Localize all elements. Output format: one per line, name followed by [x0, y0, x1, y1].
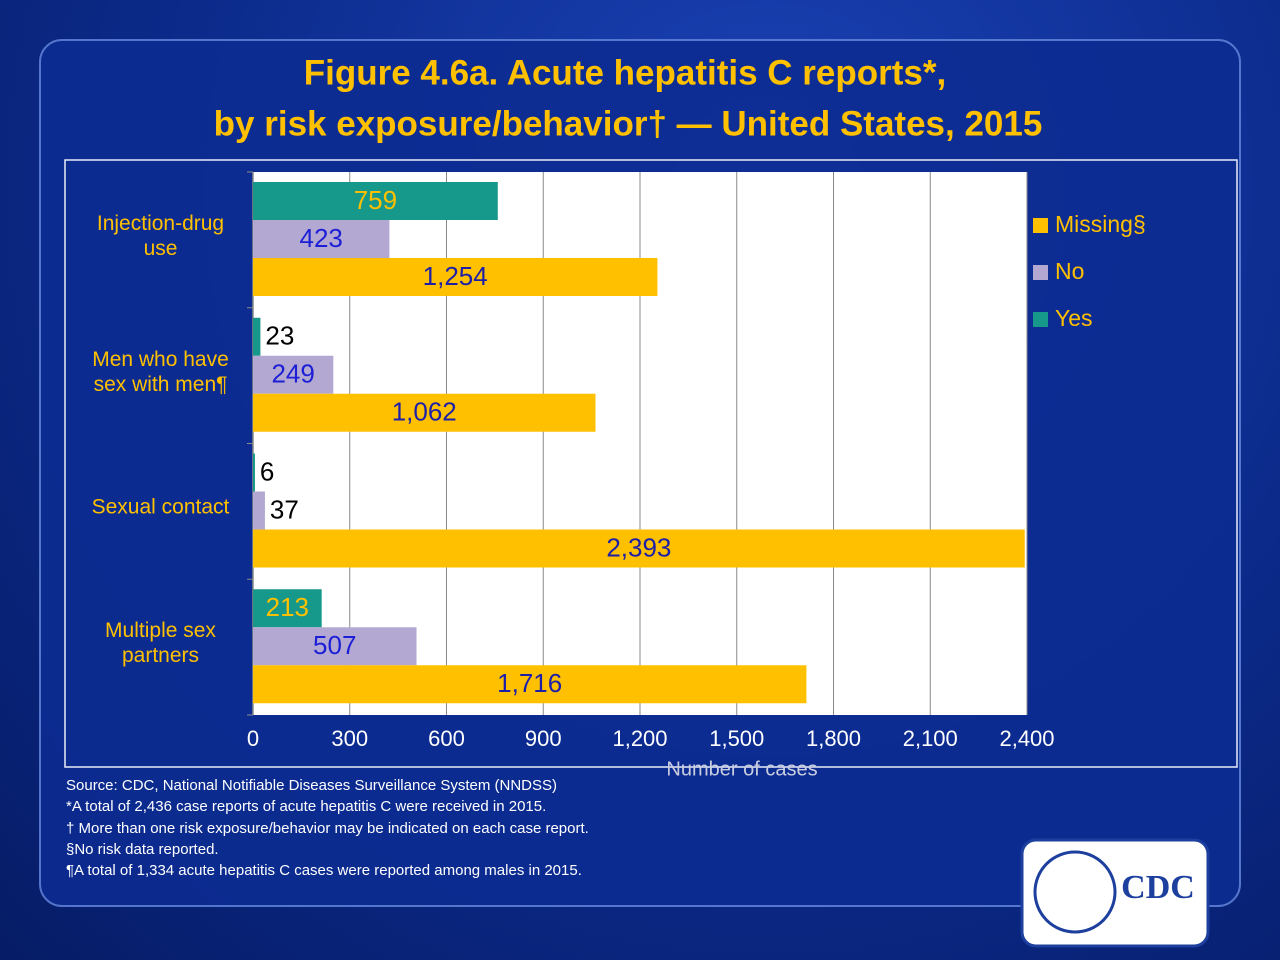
x-tick-label: 1,500: [709, 726, 764, 751]
data-label: 423: [300, 223, 343, 253]
x-tick-label: 900: [525, 726, 562, 751]
bar: [253, 393, 596, 432]
data-label: 759: [354, 185, 397, 215]
x-tick-label: 2,100: [903, 726, 958, 751]
bar: [253, 627, 417, 666]
data-label: 23: [265, 321, 294, 351]
chart-frame: [64, 159, 1238, 768]
x-tick-label: 0: [247, 726, 259, 751]
chart-subtitle: by risk exposure/behavior† — United Stat…: [214, 104, 1043, 143]
x-tick-label: 2,400: [999, 726, 1054, 751]
logo-text: CDC: [1121, 869, 1195, 906]
category-label: Multiple sex partners: [105, 619, 216, 668]
data-label: 249: [271, 359, 314, 389]
data-label: 1,716: [497, 668, 562, 698]
data-label: 6: [260, 456, 274, 486]
data-label: 37: [270, 494, 299, 524]
bar: [253, 182, 498, 220]
bar: [253, 220, 390, 258]
footnote: Source: CDC, National Notifiable Disease…: [66, 777, 558, 794]
x-tick-label: 1,800: [806, 726, 861, 751]
legend-swatch: [1033, 218, 1048, 233]
legend-label: Yes: [1055, 305, 1093, 331]
footnote: † More than one risk exposure/behavior m…: [66, 819, 589, 837]
category-label: Men who have sex with men¶: [92, 347, 229, 396]
legend-swatch: [1033, 312, 1048, 327]
x-axis-title: Number of cases: [666, 758, 817, 780]
legend-label: No: [1055, 258, 1084, 284]
data-label: 1,062: [392, 397, 457, 427]
category-label: Sexual contact: [91, 495, 230, 519]
bar: [253, 258, 658, 296]
legend-swatch: [1033, 265, 1048, 280]
data-label: 213: [266, 592, 309, 622]
x-tick-label: 600: [428, 726, 465, 751]
legend-label: Missing§: [1055, 211, 1146, 237]
data-label: 507: [313, 630, 356, 660]
logo-seal: [1033, 850, 1117, 934]
data-label: 2,393: [606, 532, 671, 562]
bar: [253, 665, 807, 704]
x-tick-label: 1,200: [612, 726, 667, 751]
footnote: ¶A total of 1,334 acute hepatitis C case…: [66, 862, 582, 880]
x-tick-label: 300: [331, 726, 368, 751]
bar: [253, 589, 322, 628]
chart-title: Figure 4.6a. Acute hepatitis C reports*,: [304, 53, 946, 92]
bar: [253, 317, 261, 356]
bar: [253, 355, 334, 394]
footnote: §No risk data reported.: [66, 840, 219, 858]
footnote: *A total of 2,436 case reports of acute …: [66, 798, 547, 816]
bar: [253, 529, 1025, 568]
category-label: Injection-drug use: [96, 211, 225, 260]
bar: [253, 491, 265, 530]
bar: [253, 453, 255, 492]
data-label: 1,254: [423, 261, 488, 291]
